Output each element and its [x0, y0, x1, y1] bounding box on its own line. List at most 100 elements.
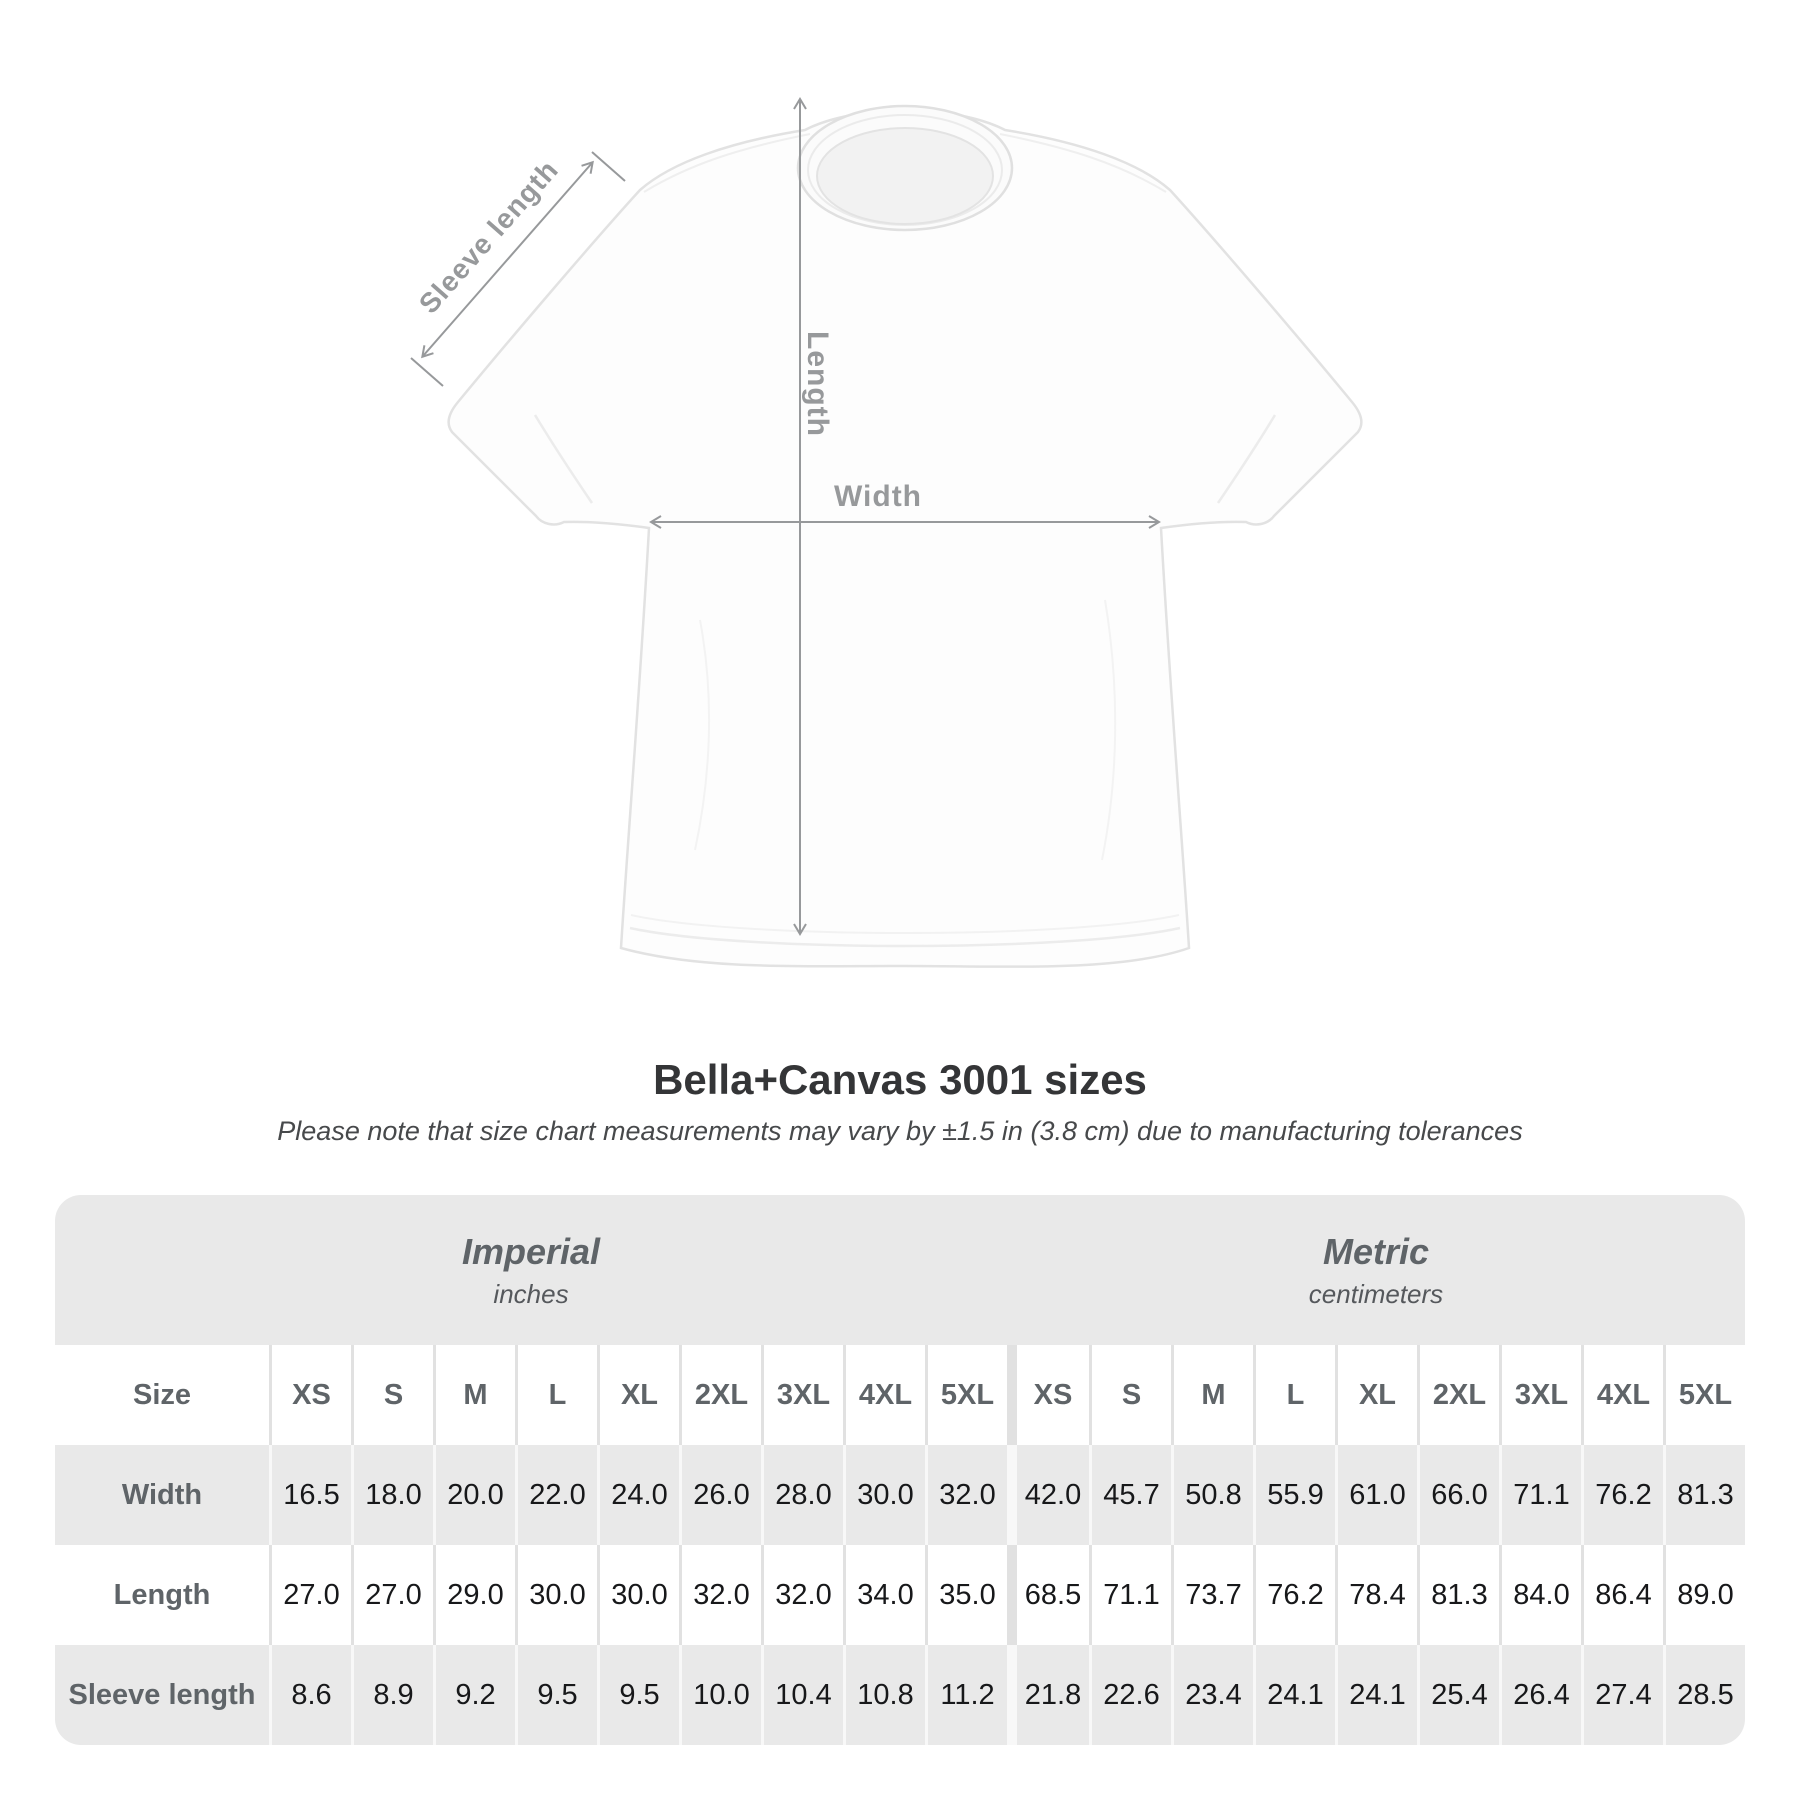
tshirt-diagram: Sleeve length Length Width — [410, 97, 1363, 968]
table-cell: 27.0 — [351, 1545, 433, 1645]
table-cell: 24.1 — [1253, 1645, 1335, 1745]
left-cuff-seam — [533, 414, 594, 504]
table-cell: 25.4 — [1417, 1645, 1499, 1745]
table-cell: 23.4 — [1171, 1645, 1253, 1745]
table-cell: 30.0 — [597, 1545, 679, 1645]
table-cell: 32.0 — [925, 1445, 1007, 1545]
size-header: 2XL — [679, 1345, 761, 1445]
width-label: Width — [833, 480, 923, 513]
table-cell: 20.0 — [433, 1445, 515, 1545]
size-header: 5XL — [925, 1345, 1007, 1445]
table-cell: 66.0 — [1417, 1445, 1499, 1545]
tshirt-graphic-icon — [410, 97, 1363, 968]
table-cell: 26.0 — [679, 1445, 761, 1545]
tolerance-note: Please note that size chart measurements… — [277, 1116, 1523, 1146]
imperial-section-unit: inches — [493, 1278, 569, 1309]
table-cell: 30.0 — [515, 1545, 597, 1645]
table-cell: 73.7 — [1171, 1545, 1253, 1645]
sleeve-dimension-tick-bottom — [410, 357, 444, 387]
table-cell: 9.2 — [433, 1645, 515, 1745]
table-cell: 78.4 — [1335, 1545, 1417, 1645]
hem-seam-upper — [630, 914, 1180, 934]
size-header: 2XL — [1417, 1345, 1499, 1445]
table-cell: 22.0 — [515, 1445, 597, 1545]
size-column-header: Size — [55, 1345, 269, 1445]
size-header: XL — [1335, 1345, 1417, 1445]
table-cell: 55.9 — [1253, 1445, 1335, 1545]
size-header: 3XL — [761, 1345, 843, 1445]
table-cell: 61.0 — [1335, 1445, 1417, 1545]
table-cell: 89.0 — [1663, 1545, 1745, 1645]
sleeve-dimension-tick-top — [591, 151, 626, 182]
table-cell: 71.1 — [1089, 1545, 1171, 1645]
table-cell: 9.5 — [515, 1645, 597, 1745]
wrinkle-left — [694, 619, 711, 851]
length-label: Length — [801, 331, 834, 437]
table-cell: 81.3 — [1663, 1445, 1745, 1545]
table-cell: 76.2 — [1581, 1445, 1663, 1545]
size-header: L — [515, 1345, 597, 1445]
size-header: 5XL — [1663, 1345, 1745, 1445]
table-cell: 35.0 — [925, 1545, 1007, 1645]
table-cell: 24.0 — [597, 1445, 679, 1545]
row-label-width: Width — [55, 1445, 269, 1545]
table-cell: 24.1 — [1335, 1645, 1417, 1745]
page-title: Bella+Canvas 3001 sizes — [653, 1056, 1147, 1103]
table-cell: 10.8 — [843, 1645, 925, 1745]
table-cell: 32.0 — [761, 1545, 843, 1645]
table-cell: 11.2 — [925, 1645, 1007, 1745]
imperial-section-header: Imperial inches — [55, 1195, 1007, 1345]
left-shoulder-seam — [643, 133, 811, 193]
size-header: XL — [597, 1345, 679, 1445]
table-cell: 32.0 — [679, 1545, 761, 1645]
table-cell: 18.0 — [351, 1445, 433, 1545]
table-cell: 68.5 — [1007, 1545, 1089, 1645]
table-cell: 26.4 — [1499, 1645, 1581, 1745]
table-cell: 10.4 — [761, 1645, 843, 1745]
sleeve-dimension-line — [421, 160, 594, 359]
table-cell: 81.3 — [1417, 1545, 1499, 1645]
table-cell: 27.0 — [269, 1545, 351, 1645]
right-shoulder-seam — [999, 133, 1167, 193]
table-cell: 71.1 — [1499, 1445, 1581, 1545]
row-label-sleeve-length: Sleeve length — [55, 1645, 269, 1745]
metric-section-title: Metric — [1322, 1230, 1430, 1272]
table-cell: 30.0 — [843, 1445, 925, 1545]
imperial-section-title: Imperial — [461, 1230, 601, 1272]
wrinkle-right — [1101, 599, 1117, 861]
metric-section-unit: centimeters — [1308, 1278, 1444, 1309]
table-cell: 16.5 — [269, 1445, 351, 1545]
size-header: L — [1253, 1345, 1335, 1445]
table-cell: 21.8 — [1007, 1645, 1089, 1745]
tshirt-body — [447, 109, 1363, 968]
size-table: Imperial inches Metric centimeters Size … — [55, 1195, 1745, 1745]
size-header: 4XL — [1581, 1345, 1663, 1445]
size-header: M — [1171, 1345, 1253, 1445]
size-header: S — [1089, 1345, 1171, 1445]
size-header: 3XL — [1499, 1345, 1581, 1445]
table-cell: 28.0 — [761, 1445, 843, 1545]
table-cell: 28.5 — [1663, 1645, 1745, 1745]
table-cell: 45.7 — [1089, 1445, 1171, 1545]
size-header: 4XL — [843, 1345, 925, 1445]
row-label-length: Length — [55, 1545, 269, 1645]
metric-section-header: Metric centimeters — [1007, 1195, 1745, 1345]
table-cell: 29.0 — [433, 1545, 515, 1645]
table-cell: 8.6 — [269, 1645, 351, 1745]
table-cell: 10.0 — [679, 1645, 761, 1745]
table-cell: 34.0 — [843, 1545, 925, 1645]
table-cell: 8.9 — [351, 1645, 433, 1745]
size-header: XS — [269, 1345, 351, 1445]
size-header: M — [433, 1345, 515, 1445]
collar-opening — [816, 127, 994, 225]
table-cell: 42.0 — [1007, 1445, 1089, 1545]
table-cell: 9.5 — [597, 1645, 679, 1745]
table-cell: 86.4 — [1581, 1545, 1663, 1645]
right-cuff-seam — [1216, 414, 1277, 504]
table-cell: 50.8 — [1171, 1445, 1253, 1545]
table-cell: 84.0 — [1499, 1545, 1581, 1645]
size-header: XS — [1007, 1345, 1089, 1445]
table-cell: 22.6 — [1089, 1645, 1171, 1745]
table-cell: 76.2 — [1253, 1545, 1335, 1645]
